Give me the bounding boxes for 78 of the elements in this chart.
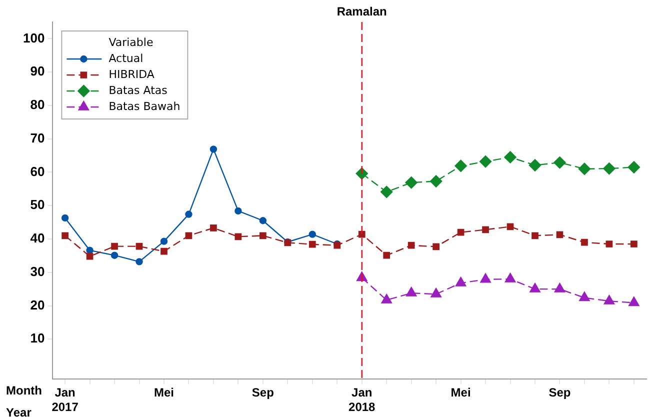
y-tick-label: 20 bbox=[30, 297, 45, 312]
point bbox=[455, 276, 466, 286]
point bbox=[578, 162, 591, 175]
point bbox=[506, 223, 514, 230]
point bbox=[358, 230, 366, 238]
y-tick-label: 80 bbox=[30, 97, 45, 112]
point bbox=[111, 242, 118, 250]
point bbox=[532, 232, 538, 240]
point bbox=[405, 176, 418, 189]
point bbox=[381, 294, 392, 304]
legend-label: Batas Atas bbox=[108, 84, 168, 97]
x-tick-label: Sep bbox=[548, 386, 571, 400]
point bbox=[579, 292, 590, 302]
point bbox=[380, 186, 393, 198]
point bbox=[581, 238, 588, 246]
text: Year bbox=[6, 406, 32, 417]
point bbox=[136, 242, 143, 250]
point bbox=[210, 146, 218, 153]
point bbox=[185, 232, 192, 240]
point bbox=[86, 246, 94, 254]
point bbox=[528, 159, 542, 172]
y-tick-label: 90 bbox=[30, 64, 45, 79]
point bbox=[504, 272, 516, 282]
point bbox=[480, 273, 491, 283]
point bbox=[604, 294, 615, 304]
x-tick-label: Jan 2018 bbox=[348, 386, 376, 414]
x-tick-label: Sep bbox=[252, 386, 274, 400]
point bbox=[504, 151, 516, 164]
point bbox=[603, 162, 616, 175]
y-tick-label: 100 bbox=[22, 30, 45, 46]
point bbox=[210, 224, 217, 232]
point bbox=[308, 230, 316, 238]
point bbox=[308, 240, 316, 248]
point bbox=[62, 232, 68, 240]
legend-label: HIBRIDA bbox=[108, 68, 155, 81]
point bbox=[454, 160, 467, 172]
y-tick-label: 50 bbox=[30, 197, 45, 212]
legend-label: Actual bbox=[108, 52, 144, 65]
legend-label: Batas Bawah bbox=[108, 100, 180, 113]
ref-line-label: Ramalan bbox=[336, 4, 387, 18]
point bbox=[430, 175, 442, 188]
y-tick-label: 30 bbox=[30, 264, 45, 279]
point bbox=[234, 207, 242, 215]
y-tick-label: 10 bbox=[30, 330, 45, 346]
point bbox=[556, 231, 564, 238]
point bbox=[408, 242, 415, 249]
point bbox=[628, 161, 640, 174]
legend-title: Variable bbox=[108, 36, 154, 49]
y-tick-label: 60 bbox=[30, 164, 45, 179]
point bbox=[185, 210, 192, 218]
point bbox=[234, 233, 242, 240]
y-tick-label: 70 bbox=[30, 130, 45, 146]
y-tick-label: 40 bbox=[30, 230, 45, 246]
point bbox=[479, 155, 492, 168]
point bbox=[259, 217, 267, 224]
point bbox=[432, 243, 440, 250]
point bbox=[61, 214, 69, 222]
point bbox=[482, 226, 489, 234]
point bbox=[406, 286, 417, 296]
x-tick-label: Mei bbox=[154, 386, 174, 400]
point bbox=[554, 282, 566, 292]
point bbox=[457, 228, 464, 236]
x-tick-label: Jan 2017 bbox=[52, 386, 79, 414]
point bbox=[86, 252, 94, 260]
point bbox=[160, 238, 168, 245]
point bbox=[110, 252, 118, 259]
point bbox=[260, 232, 266, 240]
x-tick-label: Mei bbox=[450, 386, 471, 400]
point bbox=[136, 258, 143, 266]
point bbox=[530, 282, 540, 292]
point bbox=[628, 296, 640, 306]
point bbox=[630, 240, 638, 248]
point bbox=[160, 248, 168, 255]
point bbox=[383, 252, 390, 259]
point bbox=[606, 240, 613, 248]
point bbox=[554, 156, 566, 169]
point bbox=[430, 288, 442, 298]
text: Month bbox=[6, 384, 42, 398]
